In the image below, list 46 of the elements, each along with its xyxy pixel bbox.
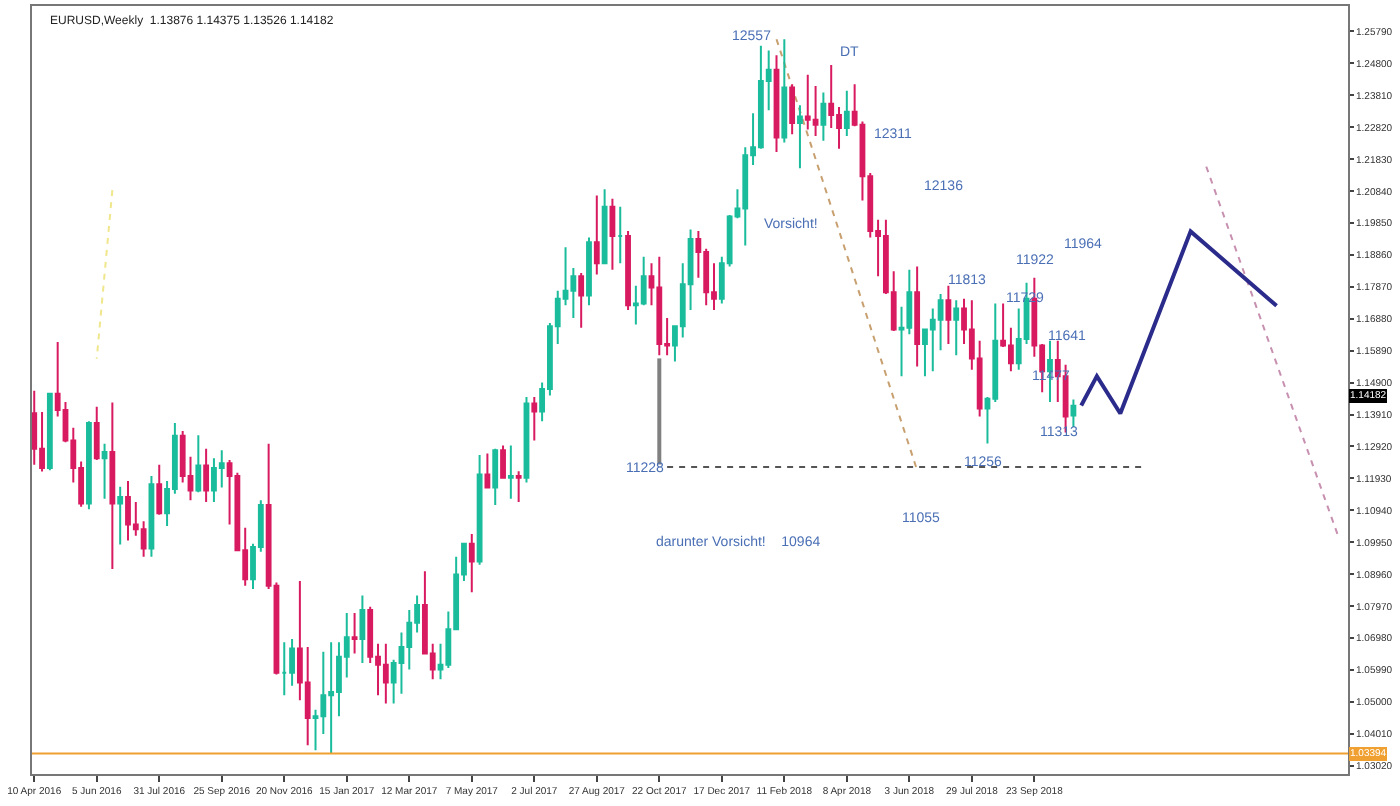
candlestick bbox=[1070, 398, 1077, 428]
candlestick bbox=[86, 420, 92, 511]
candlestick bbox=[914, 265, 921, 368]
candlestick bbox=[820, 91, 827, 142]
candlestick bbox=[500, 444, 506, 479]
candlestick bbox=[578, 271, 585, 329]
candlestick bbox=[109, 401, 116, 570]
candlestick bbox=[531, 396, 538, 442]
candlestick bbox=[507, 444, 514, 500]
candlestick bbox=[609, 197, 616, 271]
candlestick bbox=[281, 641, 288, 697]
candlestick bbox=[203, 447, 210, 503]
candlestick bbox=[117, 485, 124, 546]
candlestick bbox=[843, 89, 850, 137]
candlestick bbox=[601, 188, 608, 265]
candlestick bbox=[484, 452, 491, 489]
candlestick bbox=[46, 392, 53, 472]
candlestick bbox=[773, 54, 780, 154]
candlestick bbox=[804, 73, 811, 131]
candlestick bbox=[328, 641, 335, 755]
candlestick bbox=[789, 83, 796, 136]
candlestick bbox=[125, 479, 131, 542]
candlestick bbox=[351, 612, 358, 655]
candlestick bbox=[617, 205, 624, 265]
candlestick bbox=[515, 470, 522, 503]
candlestick bbox=[195, 434, 202, 494]
candlestick bbox=[656, 255, 663, 357]
candlestick bbox=[101, 442, 108, 500]
candlestick bbox=[93, 405, 100, 461]
candlestick bbox=[586, 236, 592, 307]
candlestick bbox=[156, 463, 163, 516]
candlestick bbox=[797, 104, 803, 170]
candlestick bbox=[625, 230, 631, 312]
candlestick bbox=[211, 457, 217, 503]
candlestick bbox=[148, 475, 155, 558]
candlestick bbox=[953, 299, 960, 357]
candlestick bbox=[468, 533, 475, 594]
candlestick bbox=[476, 454, 483, 566]
candlestick bbox=[593, 194, 600, 276]
candlestick bbox=[492, 447, 499, 507]
candlestick bbox=[359, 594, 366, 665]
candlestick bbox=[781, 38, 788, 144]
candlestick bbox=[382, 642, 389, 705]
candlestick bbox=[945, 284, 952, 345]
candlestick bbox=[32, 389, 38, 466]
candlestick bbox=[289, 637, 295, 687]
